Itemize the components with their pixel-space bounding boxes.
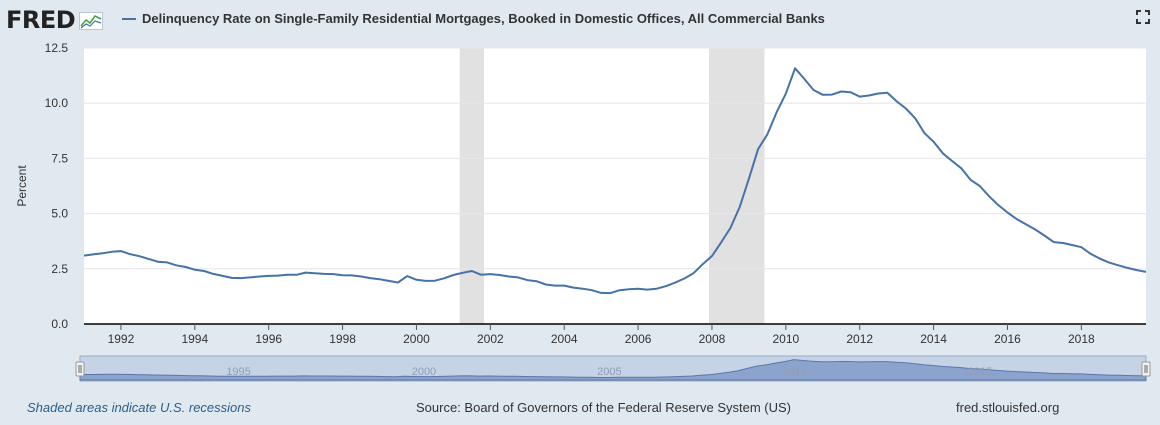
source-note: Source: Board of Governors of the Federa… bbox=[416, 400, 791, 415]
y-tick-label: 7.5 bbox=[51, 151, 68, 165]
line-chart: 0.0 2.5 5.0 7.5 10.0 12.5 1992 1994 1996 1998 200… bbox=[15, 41, 1151, 382]
x-tick-label: 2000 bbox=[403, 332, 430, 346]
chart-header: FRED Delinquency Rate on Single-Family R… bbox=[0, 0, 1160, 40]
sparkline-logo-icon bbox=[79, 12, 104, 30]
chart-title: Delinquency Rate on Single-Family Reside… bbox=[142, 11, 825, 26]
y-tick-label: 0.0 bbox=[51, 317, 68, 331]
x-tick-label: 1996 bbox=[255, 332, 282, 346]
navigator-year-label: 2005 bbox=[597, 366, 621, 378]
plot-area bbox=[84, 48, 1146, 324]
x-tick-label: 2018 bbox=[1068, 332, 1095, 346]
navigator-right-handle[interactable] bbox=[1141, 361, 1151, 377]
navigator-year-label: 2000 bbox=[412, 366, 436, 378]
fullscreen-icon[interactable] bbox=[1136, 10, 1150, 24]
x-tick-label: 2010 bbox=[772, 332, 799, 346]
x-tick-label: 2016 bbox=[994, 332, 1021, 346]
chart-title-wrapper: Delinquency Rate on Single-Family Reside… bbox=[122, 11, 825, 26]
x-tick-label: 2014 bbox=[920, 332, 947, 346]
recession-band bbox=[709, 48, 765, 324]
fred-logo[interactable]: FRED bbox=[6, 6, 104, 34]
series-line bbox=[83, 67, 1147, 295]
x-tick-label: 2012 bbox=[846, 332, 873, 346]
navigator-year-label: 2015 bbox=[968, 366, 992, 378]
y-tick-label: 2.5 bbox=[51, 262, 68, 276]
plot-background bbox=[84, 48, 1146, 324]
x-tick-label: 2008 bbox=[699, 332, 726, 346]
site-link[interactable]: fred.stlouisfed.org bbox=[956, 400, 1060, 415]
fred-logo-text: FRED bbox=[6, 6, 76, 34]
y-tick-label: 12.5 bbox=[45, 41, 69, 55]
navigator-year-label: 2010 bbox=[782, 366, 806, 378]
x-tick-label: 2006 bbox=[625, 332, 652, 346]
range-navigator[interactable]: 1995 2000 2005 2010 2015 bbox=[75, 355, 1151, 382]
navigator-series-area bbox=[79, 359, 1147, 381]
x-tick-label: 1992 bbox=[108, 332, 135, 346]
y-axis-title: Percent bbox=[15, 165, 29, 207]
x-tick-label: 1994 bbox=[181, 332, 208, 346]
recession-band bbox=[459, 48, 485, 324]
y-axis-labels: 0.0 2.5 5.0 7.5 10.0 12.5 bbox=[45, 41, 69, 331]
x-tick-label: 2002 bbox=[477, 332, 504, 346]
navigator-year-label: 1995 bbox=[226, 366, 250, 378]
series-line-group bbox=[83, 67, 1147, 295]
series-legend-line-icon bbox=[122, 17, 136, 20]
x-tick-label: 2004 bbox=[551, 332, 578, 346]
recession-footnote: Shaded areas indicate U.S. recessions bbox=[27, 400, 252, 415]
y-tick-label: 10.0 bbox=[45, 96, 69, 110]
y-tick-label: 5.0 bbox=[51, 207, 68, 221]
recession-bands bbox=[459, 48, 765, 324]
chart-footer: Shaded areas indicate U.S. recessions So… bbox=[0, 398, 1160, 418]
grid-lines bbox=[84, 47, 1146, 325]
x-axis-labels: 1992 1994 1996 1998 2000 2002 2004 2006 2008 2010… bbox=[108, 324, 1095, 346]
navigator-left-handle[interactable] bbox=[75, 361, 85, 377]
x-tick-label: 1998 bbox=[329, 332, 356, 346]
